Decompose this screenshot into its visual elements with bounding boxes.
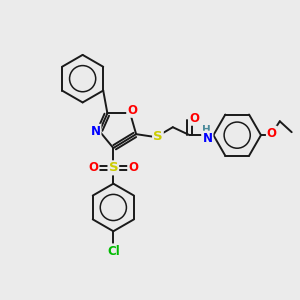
Text: O: O <box>267 127 277 140</box>
Text: N: N <box>91 125 100 138</box>
Text: H: H <box>202 125 211 135</box>
Text: O: O <box>127 104 137 117</box>
Text: O: O <box>190 112 200 125</box>
Text: S: S <box>153 130 163 142</box>
Text: N: N <box>202 132 212 145</box>
Text: S: S <box>109 161 118 174</box>
Text: O: O <box>88 161 98 174</box>
Text: Cl: Cl <box>107 244 120 258</box>
Text: O: O <box>128 161 138 174</box>
